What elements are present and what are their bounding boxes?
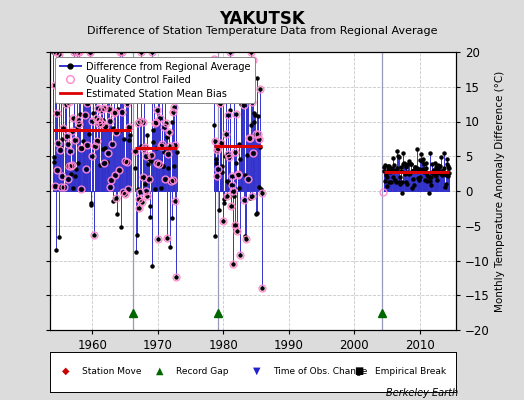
Legend: Difference from Regional Average, Quality Control Failed, Estimated Station Mean: Difference from Regional Average, Qualit… <box>54 57 255 103</box>
Text: ■: ■ <box>354 366 363 376</box>
Y-axis label: Monthly Temperature Anomaly Difference (°C): Monthly Temperature Anomaly Difference (… <box>495 70 505 312</box>
Text: Empirical Break: Empirical Break <box>375 367 446 376</box>
Text: Record Gap: Record Gap <box>176 367 228 376</box>
Text: Difference of Station Temperature Data from Regional Average: Difference of Station Temperature Data f… <box>87 26 437 36</box>
Text: YAKUTSK: YAKUTSK <box>219 10 305 28</box>
Text: Station Move: Station Move <box>82 367 142 376</box>
Text: ◆: ◆ <box>62 366 70 376</box>
Text: Time of Obs. Change: Time of Obs. Change <box>273 367 367 376</box>
Text: ▲: ▲ <box>156 366 163 376</box>
Text: ▼: ▼ <box>253 366 260 376</box>
Text: Berkeley Earth: Berkeley Earth <box>386 388 458 398</box>
